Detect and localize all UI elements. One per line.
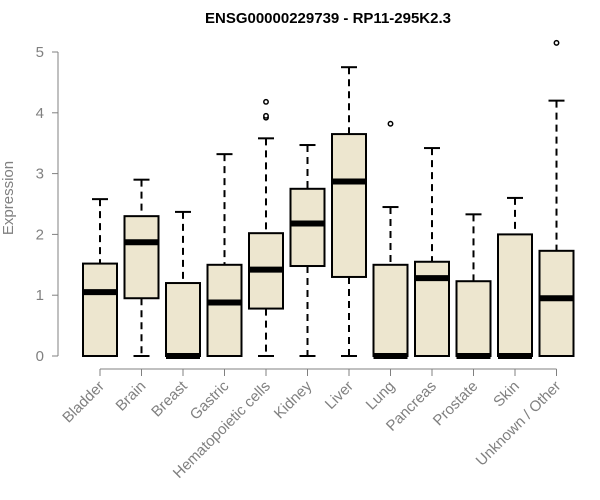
box-12 [538, 39, 575, 357]
box-4 [206, 153, 243, 357]
box-iqr [165, 282, 201, 358]
box-6 [289, 144, 326, 357]
y-axis: 0 1 2 3 4 5 [36, 44, 59, 365]
box-8 [372, 120, 409, 359]
y-axis-label: Expression [0, 161, 17, 235]
box-1 [82, 198, 118, 358]
y-tick-label: 2 [36, 226, 44, 243]
box-iqr [372, 263, 409, 357]
outlier-point [263, 112, 269, 119]
box-11 [497, 196, 533, 359]
box-2 [123, 178, 160, 357]
box-iqr [289, 187, 326, 268]
outlier-point [553, 39, 560, 46]
box-3 [165, 210, 201, 359]
boxes-group [82, 39, 575, 359]
box-5 [248, 98, 284, 357]
box-iqr [206, 263, 243, 357]
box-iqr [331, 133, 367, 278]
x-tick-label: Lung [363, 378, 399, 414]
y-tick-label: 1 [36, 287, 44, 304]
x-tick-label: Breast [148, 377, 191, 420]
y-tick-label: 4 [36, 105, 44, 122]
x-tick-label: Prostate [430, 378, 482, 430]
outlier-point [263, 98, 269, 105]
x-tick-label: Skin [490, 378, 523, 411]
y-tick-label: 0 [36, 348, 44, 365]
x-tick-label: Bladder [59, 378, 108, 427]
outlier-point [387, 120, 394, 127]
box-iqr [455, 280, 492, 357]
box-10 [455, 213, 492, 359]
y-tick-label: 3 [36, 166, 44, 183]
box-9 [414, 147, 450, 358]
x-tick-label: Liver [322, 378, 357, 413]
box-iqr [82, 262, 118, 358]
box-7 [331, 66, 367, 357]
box-iqr [538, 249, 575, 357]
box-iqr [123, 215, 160, 300]
x-tick-label: Kidney [271, 377, 316, 422]
chart-title: ENSG00000229739 - RP11-295K2.3 [205, 10, 451, 27]
box-iqr [497, 233, 533, 357]
y-tick-label: 5 [36, 44, 44, 61]
x-tick-label: Brain [113, 378, 150, 415]
